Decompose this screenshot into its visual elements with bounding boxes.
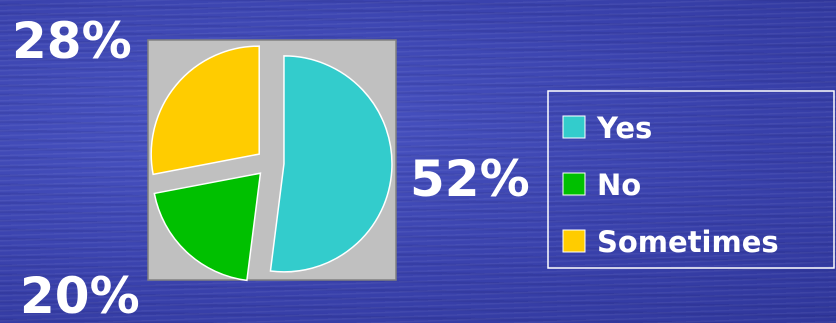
legend-label-no: No	[597, 168, 641, 202]
legend-swatch-yes	[562, 115, 586, 139]
legend-items: Yes No Sometimes	[562, 111, 779, 259]
data-label-yes: 52%	[410, 150, 530, 208]
legend-swatch-no	[562, 172, 586, 196]
legend-label-yes: Yes	[596, 111, 652, 145]
pie-slice-yes	[269, 55, 393, 273]
legend-label-sometimes: Sometimes	[597, 225, 779, 259]
pie-slice-no	[153, 172, 262, 282]
legend-swatch-sometimes	[562, 229, 586, 253]
data-label-sometimes: 28%	[12, 12, 132, 70]
pie-slices	[150, 45, 393, 282]
legend: Yes No Sometimes	[547, 90, 835, 269]
pie-slice-sometimes	[150, 45, 260, 176]
legend-box	[547, 90, 835, 269]
data-label-no: 20%	[20, 267, 140, 323]
